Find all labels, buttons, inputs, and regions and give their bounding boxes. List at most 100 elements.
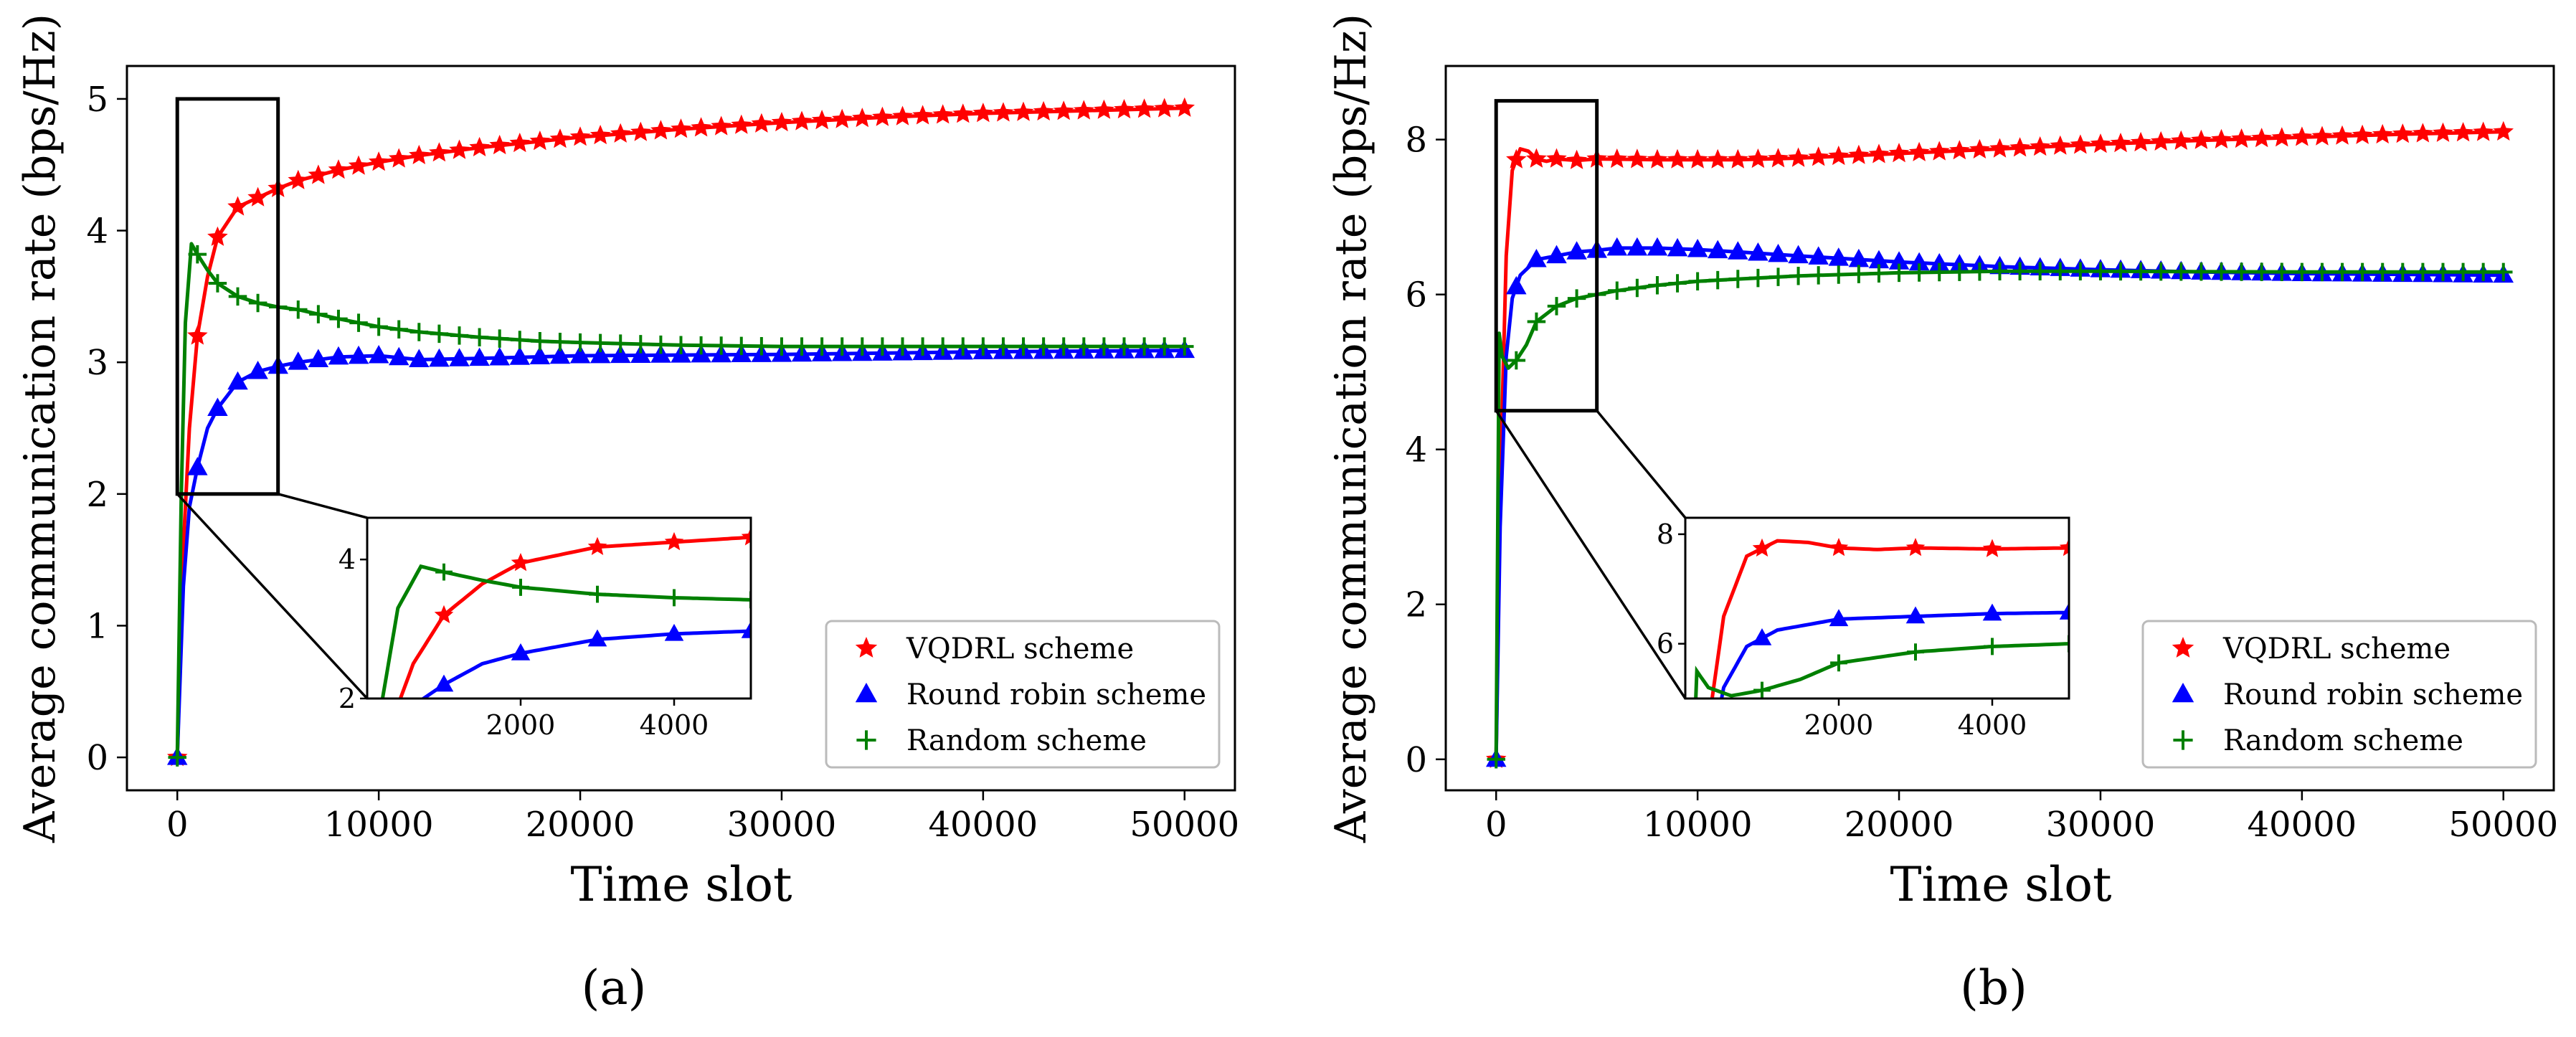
marker-random <box>994 337 1013 356</box>
series-markers-random <box>1487 262 2513 769</box>
panel-b-ylabel: Average communication rate (bps/Hz) <box>1326 14 1376 843</box>
marker-random <box>511 331 529 349</box>
inset-background <box>1685 518 2069 699</box>
marker-random <box>1014 337 1033 356</box>
x-tick-label: 40000 <box>2248 805 2357 845</box>
inset-line-vqdrl <box>1710 539 2069 699</box>
inset-y-tick-label: 8 <box>1657 518 1674 550</box>
marker-vqdrl <box>1768 148 1789 168</box>
marker-random <box>450 326 469 345</box>
x-tick-label: 50000 <box>1130 805 1239 845</box>
marker-vqdrl <box>2493 120 2514 141</box>
inset-frame <box>366 516 752 700</box>
inset-y-tick-label: 2 <box>338 683 356 714</box>
marker-vqdrl <box>1546 148 1567 168</box>
marker-random <box>1708 270 1727 290</box>
marker-vqdrl <box>2151 131 2172 151</box>
marker-robin <box>1928 252 1950 272</box>
y-tick-label: 0 <box>86 738 108 778</box>
marker-random <box>2393 262 2412 282</box>
panel-a: 0 10000 20000 30000 40000 50000 0 1 2 3 4 5 2000 4000… <box>15 14 1239 1015</box>
inset-marker-random <box>435 563 453 581</box>
marker-vqdrl <box>1687 148 1708 169</box>
marker-random <box>1094 337 1114 356</box>
inset-y-tick-label: 6 <box>1657 628 1674 660</box>
marker-random <box>933 337 952 356</box>
marker-vqdrl <box>2070 134 2091 154</box>
marker-random <box>1809 266 1828 285</box>
marker-vqdrl <box>650 120 671 140</box>
marker-vqdrl <box>1174 97 1195 117</box>
marker-robin <box>1626 237 1648 256</box>
marker-random <box>2252 262 2271 281</box>
marker-robin <box>610 344 631 364</box>
inset-background <box>367 518 751 699</box>
inset-marker-vqdrl <box>2059 538 2069 557</box>
marker-random <box>1547 297 1566 316</box>
marker-random <box>893 337 912 356</box>
marker-random <box>1768 267 1788 286</box>
marker-random <box>691 336 711 355</box>
marker-vqdrl <box>247 186 268 207</box>
marker-vqdrl <box>1566 149 1587 169</box>
legend-label-random: Random scheme <box>906 724 1147 757</box>
marker-robin <box>1788 245 1809 264</box>
inset-marker-random <box>666 589 683 607</box>
marker-random <box>1950 262 1969 281</box>
marker-vqdrl <box>610 123 631 143</box>
marker-vqdrl <box>2251 128 2272 148</box>
marker-vqdrl <box>1728 148 1748 169</box>
marker-vqdrl <box>409 144 430 164</box>
panel-b-ticks: 0 10000 20000 30000 40000 50000 0 2 4 6 8 2000 4000 6… <box>1405 99 2558 845</box>
legend-box <box>825 620 1221 769</box>
marker-robin <box>489 346 510 366</box>
marker-random <box>1970 262 1989 281</box>
marker-vqdrl <box>2271 127 2292 147</box>
x-tick-label: 10000 <box>324 805 434 845</box>
legend-marker-vqdrl <box>2172 637 2194 658</box>
inset-marker-random <box>1830 654 1847 672</box>
marker-vqdrl <box>912 105 933 125</box>
marker-random <box>2172 262 2191 281</box>
marker-robin <box>630 344 651 363</box>
marker-robin <box>429 348 450 367</box>
marker-robin <box>549 345 571 364</box>
panel-a-ylabel: Average communication rate (bps/Hz) <box>15 14 65 843</box>
marker-vqdrl <box>2433 122 2453 142</box>
x-tick-label: 0 <box>166 805 189 845</box>
inset-x-tick-label: 4000 <box>1958 709 2027 741</box>
marker-random <box>2232 262 2251 281</box>
marker-random <box>490 329 509 348</box>
marker-vqdrl <box>1506 148 1527 169</box>
marker-vqdrl <box>1929 141 1950 161</box>
legend-label-vqdrl: VQDRL scheme <box>2222 633 2450 666</box>
marker-vqdrl <box>368 151 389 171</box>
inset-x-tick-label: 4000 <box>640 709 709 741</box>
zoom-connector <box>176 493 369 700</box>
marker-robin <box>1707 240 1728 259</box>
panel-b-xlabel: Time slot <box>1890 857 2112 912</box>
marker-vqdrl <box>569 126 591 146</box>
marker-vqdrl <box>328 159 349 179</box>
marker-vqdrl <box>288 169 308 189</box>
marker-vqdrl <box>771 112 792 132</box>
marker-vqdrl <box>1526 148 1547 168</box>
marker-random <box>289 300 308 319</box>
marker-random <box>349 313 368 332</box>
marker-robin <box>328 346 349 365</box>
marker-random <box>1688 272 1707 291</box>
inset-marker-robin <box>1982 603 2002 621</box>
marker-random <box>369 317 388 336</box>
marker-vqdrl <box>1748 148 1768 169</box>
marker-random <box>228 287 247 306</box>
panel-a-plot-frame <box>126 65 1236 792</box>
inset-y-tick-label: 4 <box>338 544 356 575</box>
panel-b-plot-frame <box>1444 65 2555 792</box>
inset-marker-robin <box>741 620 751 638</box>
marker-random <box>1628 278 1647 298</box>
inset-marker-random <box>1753 681 1771 699</box>
x-tick-label: 30000 <box>2046 805 2156 845</box>
marker-vqdrl <box>2372 123 2393 144</box>
marker-vqdrl <box>1013 101 1034 121</box>
